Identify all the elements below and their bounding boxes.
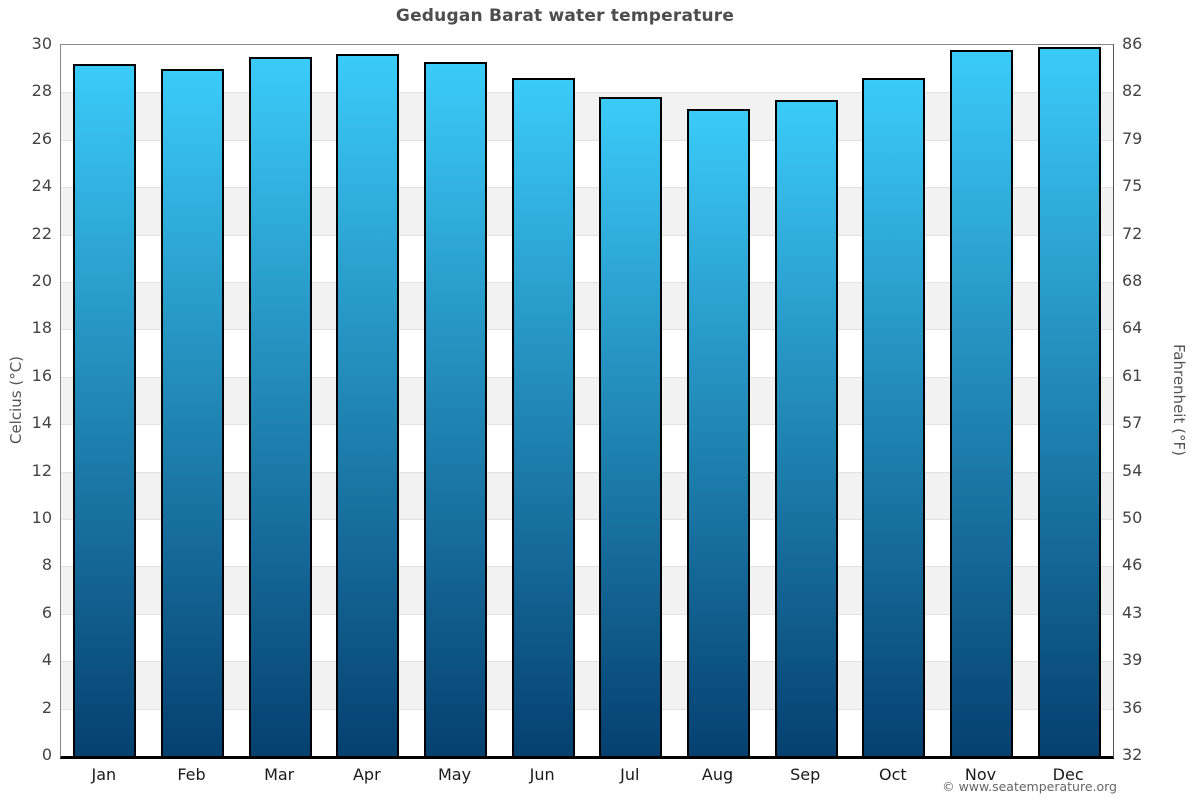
y-tick-celsius-26: 26: [31, 128, 52, 148]
y-tick-celsius-4: 4: [41, 650, 52, 670]
y-tick-celsius-18: 18: [31, 318, 52, 338]
grid-band: [61, 661, 1113, 709]
y-tick-celsius-6: 6: [41, 602, 52, 622]
grid-band: [61, 424, 1113, 472]
y-tick-celsius-10: 10: [31, 508, 52, 527]
x-tick-jun: Jun: [529, 765, 555, 784]
y-tick-fahrenheit-68: 68: [1122, 271, 1143, 290]
y-tick-celsius-12: 12: [31, 460, 52, 480]
bar-oct: [862, 78, 926, 756]
bar-dec: [1037, 47, 1101, 756]
chart-title: Gedugan Barat water temperature: [395, 6, 735, 26]
y-tick-celsius-22: 22: [31, 223, 52, 243]
plot-area: [60, 44, 1114, 759]
x-tick-sep: Sep: [790, 765, 821, 784]
y-tick-celsius-24: 24: [31, 176, 52, 196]
grid-band: [61, 187, 1113, 235]
y-tick-celsius-30: 30: [31, 34, 52, 53]
x-tick-dec: Dec: [1052, 765, 1084, 784]
grid-band: [61, 45, 1113, 93]
y-tick-celsius-2: 2: [41, 697, 52, 717]
grid-band: [61, 376, 1113, 425]
y-tick-fahrenheit-82: 82: [1122, 81, 1143, 101]
x-tick-jul: Jul: [620, 765, 640, 784]
y-tick-fahrenheit-46: 46: [1122, 555, 1143, 575]
grid-band: [61, 139, 1113, 188]
bar-apr: [336, 54, 400, 756]
y-tick-fahrenheit-43: 43: [1122, 602, 1143, 622]
x-tick-oct: Oct: [878, 765, 907, 784]
y-tick-celsius-8: 8: [41, 555, 52, 575]
x-tick-apr: Apr: [352, 765, 381, 784]
y-tick-fahrenheit-61: 61: [1122, 365, 1143, 385]
bar-aug: [687, 109, 750, 756]
bar-nov: [950, 50, 1013, 756]
y-tick-fahrenheit-75: 75: [1122, 176, 1143, 196]
y-tick-fahrenheit-86: 86: [1122, 34, 1143, 53]
grid-band: [61, 282, 1113, 330]
y-tick-fahrenheit-50: 50: [1122, 508, 1143, 527]
x-tick-feb: Feb: [177, 765, 206, 784]
y-tick-celsius-16: 16: [31, 365, 52, 385]
y-tick-fahrenheit-54: 54: [1122, 460, 1143, 480]
y-tick-fahrenheit-72: 72: [1122, 223, 1143, 243]
bar-jan: [73, 64, 137, 756]
x-tick-jan: Jan: [91, 765, 117, 784]
grid-band: [61, 566, 1113, 614]
grid-band: [61, 613, 1113, 662]
bar-jun: [511, 78, 575, 756]
bar-sep: [774, 100, 838, 756]
y-tick-fahrenheit-64: 64: [1122, 318, 1143, 338]
bar-feb: [161, 69, 224, 756]
y-tick-fahrenheit-57: 57: [1122, 413, 1143, 433]
x-tick-mar: Mar: [264, 765, 295, 784]
grid-band: [61, 234, 1113, 282]
grid-band: [61, 471, 1113, 519]
grid-band: [61, 329, 1113, 377]
grid-band: [61, 519, 1113, 567]
y-tick-fahrenheit-36: 36: [1122, 697, 1143, 717]
x-tick-nov: Nov: [964, 765, 997, 784]
y-tick-celsius-14: 14: [31, 413, 52, 433]
x-tick-aug: Aug: [701, 765, 734, 784]
bar-may: [424, 62, 487, 756]
y-tick-celsius-20: 20: [31, 271, 52, 290]
bar-jul: [599, 97, 663, 756]
y-tick-fahrenheit-32: 32: [1122, 745, 1143, 764]
y-tick-celsius-0: 0: [41, 745, 52, 764]
x-tick-may: May: [437, 765, 472, 784]
copyright-notice: © www.seatemperature.org: [942, 779, 1117, 794]
grid-band: [61, 708, 1113, 756]
y-tick-fahrenheit-79: 79: [1122, 128, 1143, 148]
y-tick-fahrenheit-39: 39: [1122, 650, 1143, 670]
grid-band: [61, 92, 1113, 140]
bar-mar: [248, 57, 312, 756]
y-tick-celsius-28: 28: [31, 81, 52, 101]
y-axis-label-fahrenheit: Fahrenheit (°F): [1170, 344, 1188, 456]
